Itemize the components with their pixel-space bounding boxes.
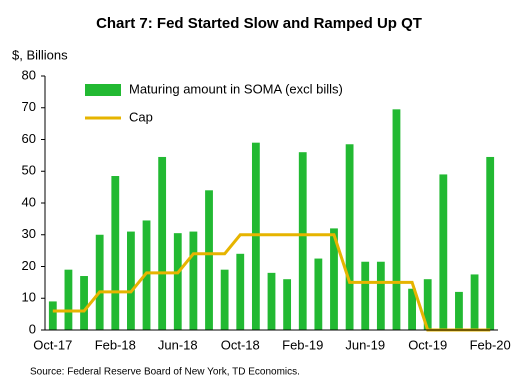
legend-label: Cap	[129, 109, 153, 124]
x-tick-label: Feb-19	[282, 337, 323, 352]
bar	[392, 109, 401, 331]
bar	[283, 279, 292, 330]
y-axis-label: $, Billions	[12, 47, 68, 62]
y-tick-label: 60	[22, 131, 36, 146]
bar	[251, 142, 260, 330]
x-tick-label: Oct-18	[221, 337, 260, 352]
bar	[189, 231, 198, 330]
bar	[236, 253, 245, 330]
y-tick-label: 80	[22, 67, 36, 82]
y-tick-label: 0	[29, 321, 36, 336]
bar	[173, 233, 182, 330]
bar	[298, 152, 307, 330]
bar	[376, 261, 385, 330]
y-tick-label: 50	[22, 163, 36, 178]
bar	[111, 176, 120, 330]
y-tick-label: 30	[22, 226, 36, 241]
x-tick-label: Oct-19	[408, 337, 447, 352]
legend-swatch	[85, 84, 121, 96]
bar	[439, 174, 448, 330]
bar	[345, 144, 354, 330]
bar	[408, 288, 416, 330]
legend-label: Maturing amount in SOMA (excl bills)	[129, 81, 343, 96]
bar	[127, 231, 135, 330]
y-tick-label: 10	[22, 290, 36, 305]
y-tick-label: 40	[22, 194, 36, 209]
source-note: Source: Federal Reserve Board of New Yor…	[30, 367, 300, 378]
bar	[267, 272, 276, 330]
bar	[48, 301, 57, 330]
bar	[142, 220, 151, 330]
bar	[361, 261, 370, 330]
bar	[423, 279, 432, 330]
bar	[220, 269, 229, 330]
bar	[455, 291, 463, 330]
chart-title: Chart 7: Fed Started Slow and Ramped Up …	[96, 15, 422, 32]
bar	[80, 276, 88, 330]
x-tick-label: Oct-17	[33, 337, 72, 352]
bar	[314, 258, 323, 330]
x-tick-label: Jun-18	[158, 337, 198, 352]
bar	[470, 274, 479, 330]
bar	[486, 156, 495, 330]
bar	[158, 156, 167, 330]
y-tick-label: 20	[22, 258, 36, 273]
x-tick-label: Feb-20	[470, 337, 511, 352]
line	[52, 233, 491, 332]
bar	[95, 234, 104, 330]
bar	[205, 190, 213, 330]
x-tick-label: Jun-19	[345, 337, 385, 352]
bar	[64, 269, 73, 330]
x-tick-label: Feb-18	[95, 337, 136, 352]
y-tick-label: 70	[22, 99, 36, 114]
bar	[330, 228, 338, 330]
